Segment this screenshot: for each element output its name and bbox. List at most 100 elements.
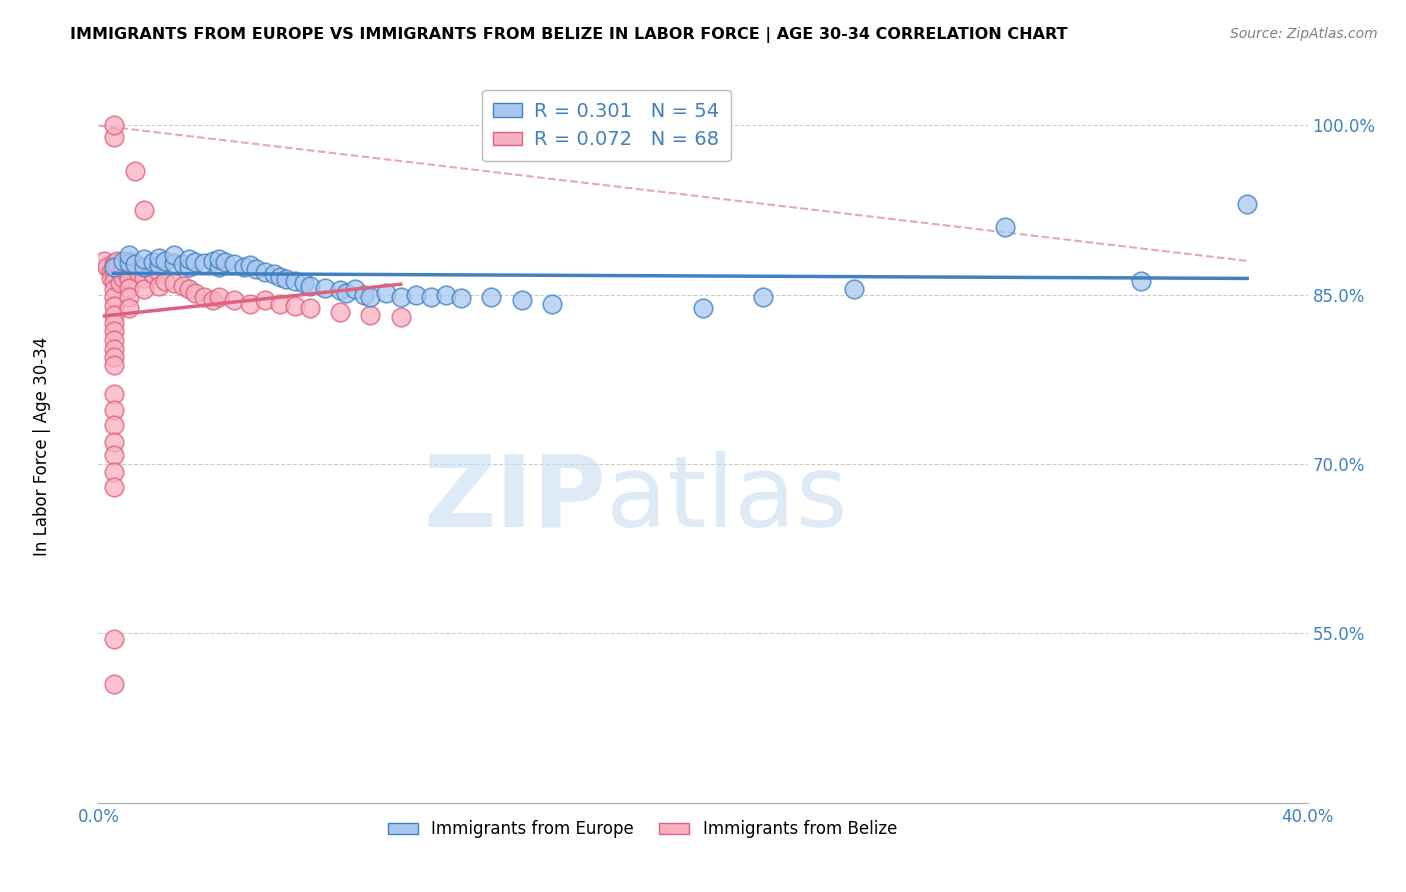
Text: ZIP: ZIP [423, 450, 606, 548]
Point [103, 299, 125, 313]
Point [124, 163, 146, 178]
Point [420, 290, 443, 304]
Point [208, 290, 231, 304]
Point [103, 324, 125, 338]
Point [193, 256, 215, 270]
Point [269, 269, 291, 284]
Point [103, 448, 125, 462]
Point [153, 274, 176, 288]
Point [111, 270, 134, 285]
Text: Source: ZipAtlas.com: Source: ZipAtlas.com [1230, 27, 1378, 41]
Point [93, 253, 115, 268]
Point [179, 260, 201, 274]
Point [239, 259, 262, 273]
Point [103, 282, 125, 296]
Point [118, 263, 141, 277]
Point [124, 260, 146, 274]
Point [389, 290, 412, 304]
Point [153, 253, 176, 268]
Point [335, 285, 357, 300]
Point [184, 285, 207, 300]
Point [148, 278, 170, 293]
Point [163, 256, 186, 270]
Point [103, 342, 125, 356]
Point [172, 278, 194, 293]
Point [214, 255, 236, 269]
Point [540, 297, 562, 311]
Point [994, 220, 1017, 235]
Point [103, 387, 125, 401]
Point [269, 297, 291, 311]
Point [360, 308, 382, 322]
Point [111, 253, 134, 268]
Point [118, 248, 141, 262]
Point [148, 265, 170, 279]
Point [132, 260, 155, 274]
Point [299, 301, 322, 316]
Point [1130, 274, 1153, 288]
Point [179, 282, 201, 296]
Point [224, 293, 246, 308]
Point [434, 287, 457, 301]
Point [103, 265, 125, 279]
Point [103, 260, 125, 274]
Point [329, 283, 352, 297]
Point [844, 282, 866, 296]
Point [103, 308, 125, 322]
Legend: Immigrants from Europe, Immigrants from Belize: Immigrants from Europe, Immigrants from … [381, 814, 904, 845]
Point [103, 316, 125, 330]
Point [103, 403, 125, 417]
Point [100, 265, 122, 279]
Point [103, 290, 125, 304]
Point [103, 129, 125, 144]
Point [253, 265, 276, 279]
Point [253, 293, 276, 308]
Point [132, 270, 155, 285]
Point [1236, 197, 1258, 211]
Point [111, 260, 134, 274]
Point [481, 290, 503, 304]
Point [103, 119, 125, 133]
Point [124, 257, 146, 271]
Point [118, 256, 141, 270]
Text: In Labor Force | Age 30-34: In Labor Force | Age 30-34 [34, 336, 51, 556]
Point [202, 253, 225, 268]
Point [142, 255, 165, 269]
Point [103, 350, 125, 364]
Point [132, 260, 155, 274]
Point [179, 252, 201, 266]
Point [96, 260, 118, 274]
Point [284, 274, 307, 288]
Point [103, 417, 125, 432]
Point [208, 260, 231, 274]
Point [184, 255, 207, 269]
Point [118, 253, 141, 268]
Point [329, 304, 352, 318]
Point [118, 281, 141, 295]
Point [360, 290, 382, 304]
Point [353, 287, 375, 301]
Point [752, 290, 775, 304]
Point [118, 290, 141, 304]
Point [510, 293, 533, 308]
Point [132, 282, 155, 296]
Point [108, 277, 131, 291]
Point [208, 252, 231, 266]
Point [103, 256, 125, 270]
Point [389, 310, 412, 325]
Point [405, 287, 427, 301]
Point [114, 265, 136, 279]
Point [103, 434, 125, 449]
Point [127, 265, 149, 279]
Point [692, 301, 714, 316]
Point [142, 268, 165, 282]
Point [132, 252, 155, 266]
Point [148, 251, 170, 265]
Point [103, 333, 125, 347]
Point [103, 632, 125, 646]
Point [105, 253, 128, 268]
Point [232, 260, 254, 274]
Point [263, 268, 285, 282]
Point [274, 272, 297, 286]
Point [132, 203, 155, 218]
